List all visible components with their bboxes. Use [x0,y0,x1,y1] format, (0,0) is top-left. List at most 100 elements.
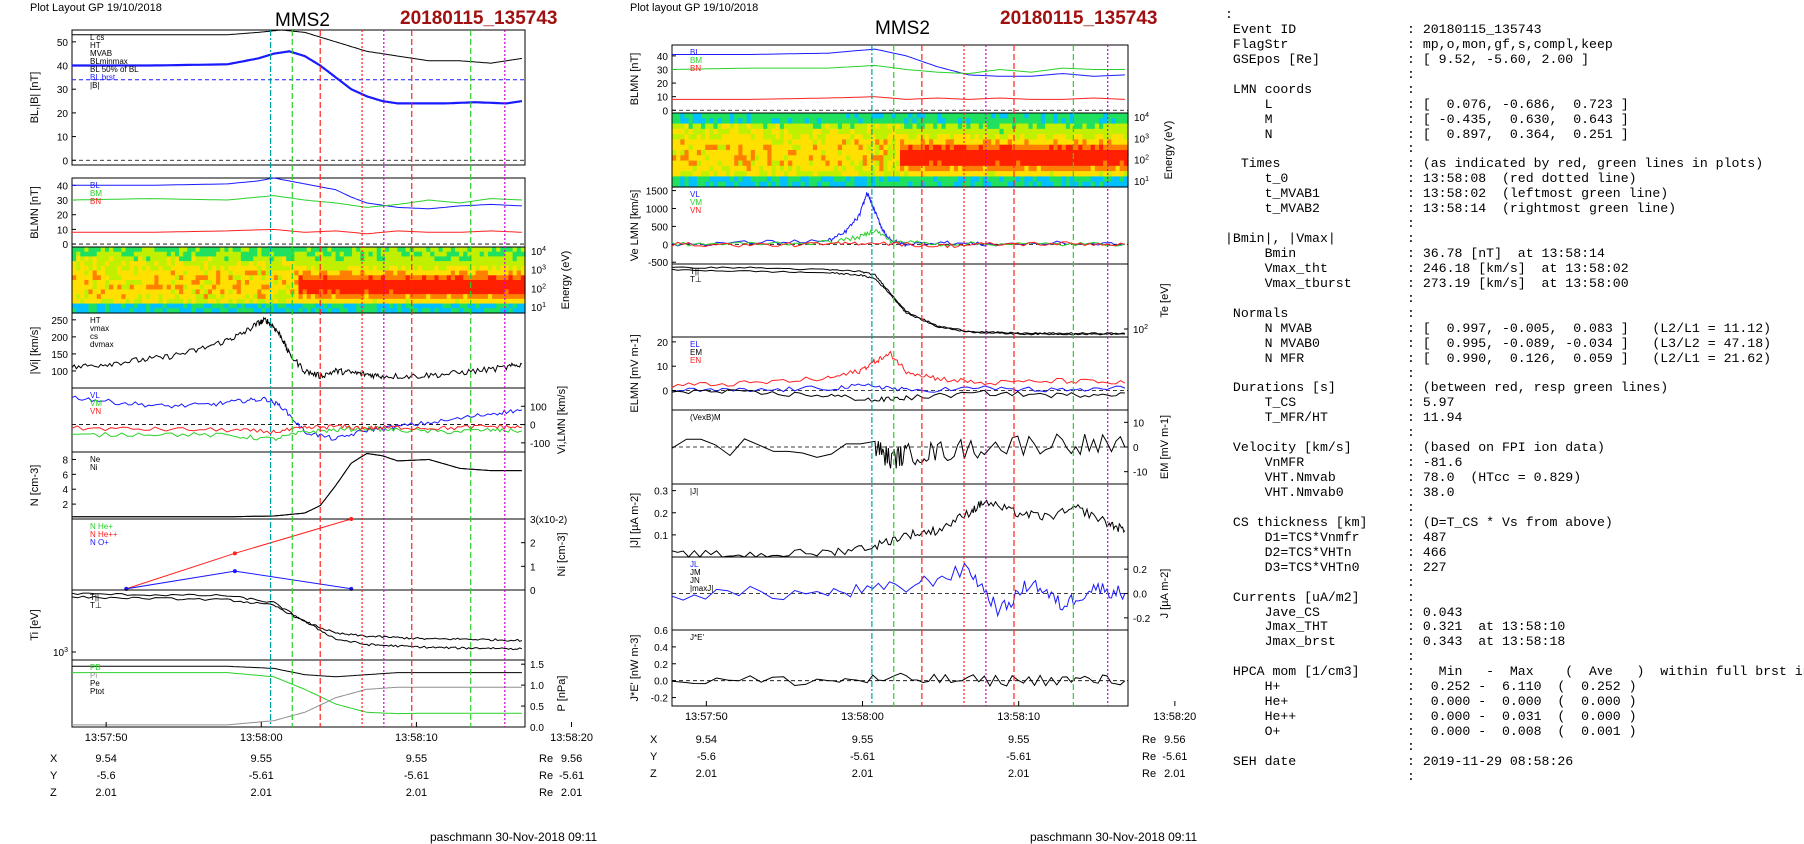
spectrogram-cell [796,150,802,156]
spectrogram-cell [129,265,135,272]
spectrogram-cell [866,155,872,162]
spectrogram-cell [426,280,431,286]
spectrogram-cell [508,298,514,305]
spectrogram-cell [1115,144,1121,151]
spectrogram-cell [978,128,984,135]
y-tick-label: 0.0 [1133,590,1147,601]
spectrogram-cell [775,118,781,125]
spectrogram-cell [508,261,514,267]
spectrogram-cell [487,256,493,262]
spectrogram-cell [974,150,980,156]
spectrogram-cell [380,251,386,258]
spectrogram-cell [742,144,748,151]
spectrogram-cell [875,171,880,178]
spectrogram-cell [929,113,934,119]
spectrogram-cell [314,270,320,276]
spectrogram-cell [339,251,345,258]
spectrogram-cell [808,134,814,141]
spectrogram-cell [1115,139,1121,146]
spectrogram-cell [1049,171,1054,178]
spectrogram-cell [1094,128,1100,135]
spectrogram-cell [195,298,201,305]
spectrogram-cell [216,251,221,258]
spectrogram-cell [800,128,806,135]
spectrogram-cell [870,176,876,183]
legend-entry: HT [90,41,101,50]
spectrogram-ylabel: Energy (eV) [1163,121,1175,180]
spectrogram-cell [978,123,984,130]
spectrogram-cell [401,270,407,276]
spectrogram-cell [709,139,715,146]
position-row-label: Y [50,770,58,782]
spectrogram-cell [1049,139,1054,146]
spectrogram-cell [454,303,460,309]
spectrogram-cell [779,171,785,178]
position-value: 2.01 [406,787,427,799]
spectrogram-cell [1123,171,1129,178]
spectrogram-cell [520,280,526,286]
spectrogram-cell [154,261,160,267]
spectrogram-cell [327,256,333,262]
spectrogram-cell [721,123,727,130]
spectrogram-cell [207,289,213,295]
spectrogram-cell [1061,176,1067,183]
spectrogram-cell [228,303,234,309]
spectrogram-cell [265,298,271,305]
spectrogram-cell [854,118,860,125]
spectrogram-cell [397,270,403,276]
spectrogram-cell [974,144,980,151]
spectrogram-cell [84,294,90,300]
spectrogram-cell [454,298,460,305]
spectrogram-cell [76,308,81,314]
spectrogram-cell [676,181,681,188]
spectrogram-cell [742,171,748,178]
spectrogram-cell [717,155,723,162]
spectrogram-cell [705,139,710,146]
series-line-t [671,268,1125,336]
spectrogram-cell [949,155,955,162]
spectrogram-cell [352,270,357,276]
spectrogram-cell [883,118,889,125]
spectrogram-cell [991,139,996,146]
spectrogram-cell [286,256,291,262]
spectrogram-cell [891,150,897,156]
spectrogram-cell [166,261,172,267]
spectrogram-cell [912,176,918,183]
spectrogram-cell [504,303,510,309]
spectrogram-cell [269,261,275,267]
spectrogram-cell [475,247,481,253]
spectrogram-cell [974,160,980,167]
spectrogram-cell [754,139,760,146]
spectrogram-cell [195,308,201,314]
spectrogram-cell [446,247,452,253]
spectrogram-cell [335,256,341,262]
spectrogram-cell [1074,123,1079,130]
spectrogram-cell [779,181,785,188]
spectrogram-cell [796,113,802,119]
spectrogram-cell [257,261,263,267]
spectrogram-cell [109,289,114,295]
spectrogram-cell [261,294,267,300]
summary-line: Jmax_THT : 0.321 at 13:58:10 [1225,619,1566,635]
spectrogram-cell [829,165,835,172]
spectrogram-cell [454,275,460,281]
spectrogram-cell [397,251,403,258]
spectrogram-cell [895,128,901,135]
spectrogram-cell [483,298,489,305]
spectrogram-cell [821,181,826,188]
spectrogram-cell [817,123,822,130]
spectrogram-cell [220,256,225,262]
spectrogram-cell [850,165,855,172]
spectrogram-cell [492,270,497,276]
spectrogram-cell [825,171,831,178]
spectrogram-cell [137,308,143,314]
spectrogram-cell [982,144,988,151]
spectrogram-cell [1065,113,1071,119]
spectrogram-cell [302,270,308,276]
spectrogram-cell [104,294,110,300]
spectrogram-cell [1003,165,1009,172]
spectrogram-cell [982,181,988,188]
spectrogram-cell [306,247,312,253]
spectrogram-cell [331,289,337,295]
